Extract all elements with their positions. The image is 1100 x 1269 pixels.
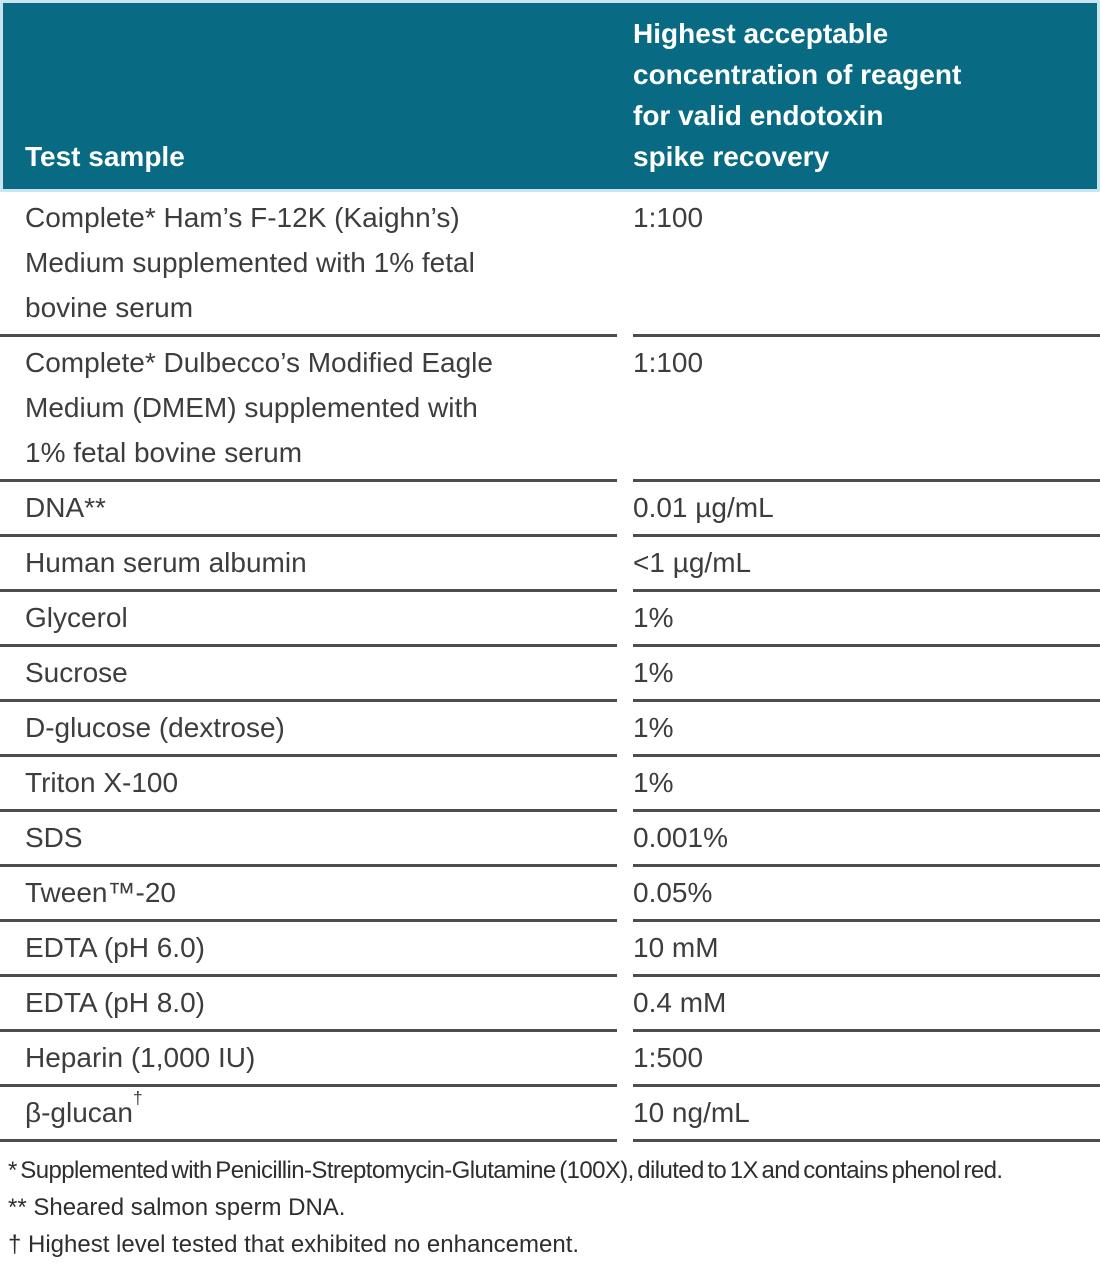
value-cell: 10 ng/mL bbox=[633, 1087, 1100, 1142]
sample-label: EDTA (pH 8.0) bbox=[25, 987, 205, 1018]
sample-label: Complete* Dulbecco’s Modified Eagle Medi… bbox=[25, 347, 493, 468]
value-label: 0.4 mM bbox=[633, 987, 727, 1018]
table-row: EDTA (pH 6.0) 10 mM bbox=[0, 922, 1100, 977]
value-cell: <1 µg/mL bbox=[633, 537, 1100, 592]
value-cell: 1% bbox=[633, 592, 1100, 647]
value-cell: 10 mM bbox=[633, 922, 1100, 977]
value-cell: 0.4 mM bbox=[633, 977, 1100, 1032]
header-concentration-label: Highest acceptable concentration of reag… bbox=[633, 18, 962, 172]
sample-label: Sucrose bbox=[25, 657, 128, 688]
sample-cell: Glycerol bbox=[0, 592, 617, 647]
header-test-sample-label: Test sample bbox=[25, 141, 185, 172]
sample-label: Heparin (1,000 IU) bbox=[25, 1042, 256, 1073]
sample-cell: Complete* Dulbecco’s Modified Eagle Medi… bbox=[0, 337, 617, 482]
table-row: Complete* Ham’s F-12K (Kaighn’s) Medium … bbox=[0, 192, 1100, 337]
sample-cell: β-glucan† bbox=[0, 1087, 617, 1142]
sample-cell: DNA** bbox=[0, 482, 617, 537]
value-label: 1:100 bbox=[633, 202, 704, 233]
value-label: 1:100 bbox=[633, 347, 704, 378]
value-cell: 1:500 bbox=[633, 1032, 1100, 1087]
table-row: Heparin (1,000 IU) 1:500 bbox=[0, 1032, 1100, 1087]
value-cell: 0.05% bbox=[633, 867, 1100, 922]
sample-cell: Sucrose bbox=[0, 647, 617, 702]
table-row: Human serum albumin <1 µg/mL bbox=[0, 537, 1100, 592]
footnote-line: † Highest level tested that exhibited no… bbox=[8, 1231, 580, 1258]
table-row: D-glucose (dextrose) 1% bbox=[0, 702, 1100, 757]
table-header: Test sample Highest acceptable concentra… bbox=[0, 0, 1100, 192]
sample-label: Complete* Ham’s F-12K (Kaighn’s) Medium … bbox=[25, 202, 475, 323]
footnote-line: ** Sheared salmon sperm DNA. bbox=[8, 1194, 346, 1221]
sample-label: Human serum albumin bbox=[25, 547, 307, 578]
sample-cell: EDTA (pH 6.0) bbox=[0, 922, 617, 977]
table-row: Complete* Dulbecco’s Modified Eagle Medi… bbox=[0, 337, 1100, 482]
sample-cell: Heparin (1,000 IU) bbox=[0, 1032, 617, 1087]
sample-cell: Human serum albumin bbox=[0, 537, 617, 592]
value-label: <1 µg/mL bbox=[633, 547, 752, 578]
sample-label: SDS bbox=[25, 822, 83, 853]
sample-label: β-glucan bbox=[25, 1097, 133, 1128]
value-label: 1% bbox=[633, 712, 674, 743]
table-row: Tween™-20 0.05% bbox=[0, 867, 1100, 922]
table-row: β-glucan† 10 ng/mL bbox=[0, 1087, 1100, 1142]
sample-cell: Tween™-20 bbox=[0, 867, 617, 922]
value-label: 1% bbox=[633, 602, 674, 633]
sample-cell: Triton X-100 bbox=[0, 757, 617, 812]
table-row: Glycerol 1% bbox=[0, 592, 1100, 647]
table-row: DNA** 0.01 µg/mL bbox=[0, 482, 1100, 537]
sample-label: Glycerol bbox=[25, 602, 128, 633]
table-body: Complete* Ham’s F-12K (Kaighn’s) Medium … bbox=[0, 192, 1100, 1142]
value-cell: 1:100 bbox=[633, 337, 1100, 482]
value-label: 0.05% bbox=[633, 877, 713, 908]
sample-cell: D-glucose (dextrose) bbox=[0, 702, 617, 757]
sample-cell: EDTA (pH 8.0) bbox=[0, 977, 617, 1032]
sample-label: D-glucose (dextrose) bbox=[25, 712, 285, 743]
value-label: 10 ng/mL bbox=[633, 1097, 750, 1128]
table-row: Triton X-100 1% bbox=[0, 757, 1100, 812]
value-label: 1% bbox=[633, 767, 674, 798]
sample-cell: Complete* Ham’s F-12K (Kaighn’s) Medium … bbox=[0, 192, 617, 337]
value-cell: 1% bbox=[633, 757, 1100, 812]
value-label: 1:500 bbox=[633, 1042, 704, 1073]
value-cell: 0.001% bbox=[633, 812, 1100, 867]
footnote-line: * Supplemented with Penicillin-Streptomy… bbox=[8, 1157, 1003, 1184]
table-row: SDS 0.001% bbox=[0, 812, 1100, 867]
sample-label: EDTA (pH 6.0) bbox=[25, 932, 205, 963]
value-label: 0.01 µg/mL bbox=[633, 492, 774, 523]
value-cell: 1% bbox=[633, 647, 1100, 702]
sample-cell: SDS bbox=[0, 812, 617, 867]
sample-label: Tween™-20 bbox=[25, 877, 176, 908]
table-row: Sucrose 1% bbox=[0, 647, 1100, 702]
table-row: EDTA (pH 8.0) 0.4 mM bbox=[0, 977, 1100, 1032]
value-label: 1% bbox=[633, 657, 674, 688]
value-label: 0.001% bbox=[633, 822, 728, 853]
header-test-sample: Test sample bbox=[3, 136, 617, 177]
value-cell: 1:100 bbox=[633, 192, 1100, 337]
sample-label: DNA** bbox=[25, 492, 106, 523]
value-label: 10 mM bbox=[633, 932, 719, 963]
footnotes: * Supplemented with Penicillin-Streptomy… bbox=[0, 1142, 1100, 1269]
dagger-superscript: † bbox=[132, 1087, 143, 1108]
value-cell: 0.01 µg/mL bbox=[633, 482, 1100, 537]
sample-label: Triton X-100 bbox=[25, 767, 179, 798]
value-cell: 1% bbox=[633, 702, 1100, 757]
header-concentration: Highest acceptable concentration of reag… bbox=[633, 13, 1097, 177]
